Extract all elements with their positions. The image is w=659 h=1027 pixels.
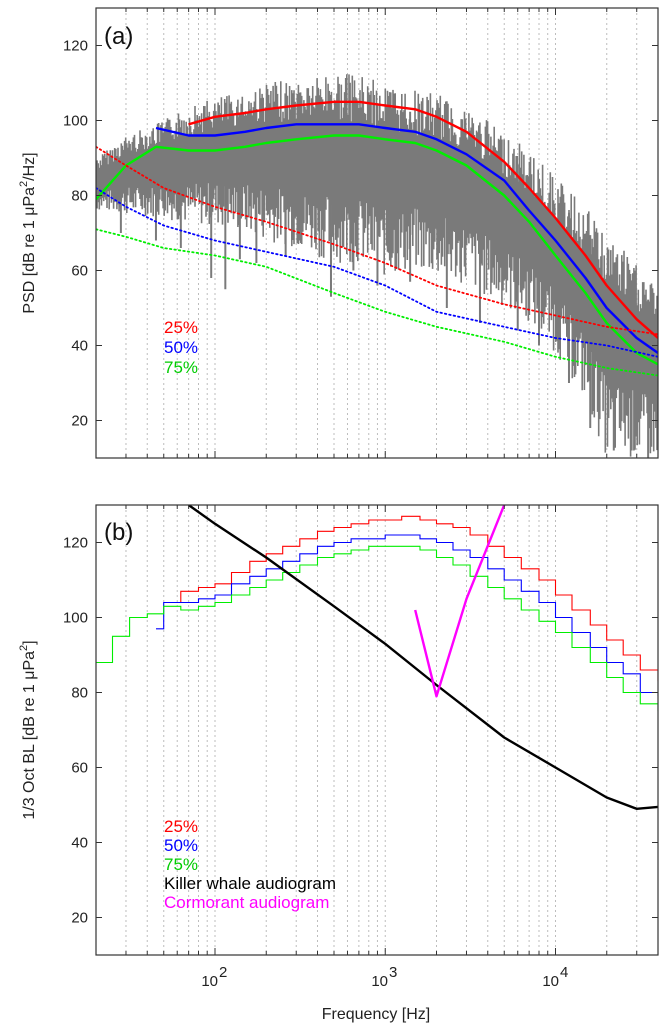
xtick-label-1: 10 <box>201 973 218 990</box>
legend-b-cormorant: Cormorant audiogram <box>164 893 329 912</box>
legend-a-25: 25% <box>164 318 198 337</box>
panel-b-ylabel: 1/3 Oct BL [dB re 1 μPa2] <box>18 640 38 819</box>
panel-b-xlabel: Frequency [Hz] <box>322 1006 430 1023</box>
panel-b-label: (b) <box>104 519 133 546</box>
series-a-75-floor <box>96 228 658 377</box>
legend-b-25: 25% <box>164 817 198 836</box>
panel-b: 20 40 60 80 100 120 (b) 1/3 Oct BL [dB re 1 μ… <box>18 504 659 1023</box>
panel-a-ylabel: PSD [dB re 1 μPa2/Hz] <box>18 152 38 313</box>
panel-b-yticks: 20 40 60 80 100 120 <box>63 535 658 927</box>
ytick-label-a-5: 120 <box>63 38 88 55</box>
panel-a-yticks: 20 40 60 80 100 120 <box>63 38 658 430</box>
panel-a-xtickmarks <box>95 8 659 458</box>
ytick-label-a-2: 60 <box>71 263 88 280</box>
spectrum-band <box>96 74 658 458</box>
panel-a: 20 40 60 80 100 120 (a) PSD [dB re 1 μPa2/Hz]… <box>18 7 659 459</box>
panel-b-xtickmarks <box>95 505 659 955</box>
legend-b-75: 75% <box>164 855 198 874</box>
xtick-label-1-exp: 2 <box>219 964 227 981</box>
series-a-50- <box>155 123 658 354</box>
panel-a-label: (a) <box>104 23 133 50</box>
legend-b-50: 50% <box>164 836 198 855</box>
series-b-cormorant-audiogram <box>414 505 506 698</box>
series-b-75- <box>96 545 658 712</box>
ytick-label-b-3: 80 <box>71 685 88 702</box>
ytick-label-b-4: 100 <box>63 610 88 627</box>
series-a-75- <box>96 134 658 366</box>
panel-b-legend: 25% 50% 75% Killer whale audiogram Cormo… <box>164 817 336 912</box>
ytick-label-a-0: 20 <box>71 413 88 430</box>
xtick-label-2-exp: 3 <box>389 964 397 981</box>
ytick-label-a-3: 80 <box>71 188 88 205</box>
legend-a-75: 75% <box>164 358 198 377</box>
panel-a-plot <box>96 74 658 458</box>
series-b-25- <box>163 515 658 682</box>
ytick-label-a-4: 100 <box>63 113 88 130</box>
series-a-50-floor <box>96 187 658 358</box>
xtick-label-3: 10 <box>542 973 559 990</box>
panel-a-legend: 25% 50% 75% <box>164 318 198 377</box>
xtick-label-2: 10 <box>371 973 388 990</box>
ytick-label-b-1: 40 <box>71 835 88 852</box>
panel-b-plot <box>96 505 658 810</box>
ytick-label-b-0: 20 <box>71 910 88 927</box>
ytick-label-b-2: 60 <box>71 760 88 777</box>
series-b-50- <box>156 534 658 697</box>
series-a-25-floor <box>96 145 658 336</box>
ytick-label-b-5: 120 <box>63 535 88 552</box>
ytick-label-a-1: 40 <box>71 338 88 355</box>
legend-a-50: 50% <box>164 338 198 357</box>
series-a-25- <box>188 100 658 339</box>
spectrum-noise <box>96 74 658 457</box>
series-b-killer-whale-audiogram <box>187 505 658 810</box>
legend-b-killer-whale: Killer whale audiogram <box>164 874 336 893</box>
xtick-label-3-exp: 4 <box>560 964 568 981</box>
